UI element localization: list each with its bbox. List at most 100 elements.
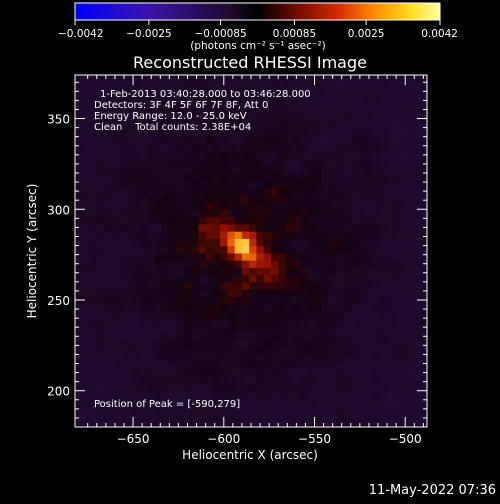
heatmap-cell: [423, 397, 427, 406]
heatmap-cell: [140, 75, 149, 80]
heatmap-cell: [183, 296, 192, 305]
heatmap-cell: [176, 383, 185, 392]
heatmap-cell: [104, 347, 112, 356]
heatmap-cell: [205, 78, 214, 87]
heatmap-cell: [372, 122, 381, 131]
heatmap-cell: [372, 93, 381, 102]
heatmap-cell: [154, 405, 163, 414]
heatmap-cell: [82, 223, 91, 232]
heatmap-cell: [75, 136, 83, 145]
heatmap-cell: [423, 158, 427, 167]
heatmap-cell: [365, 114, 374, 123]
heatmap-cell: [234, 318, 243, 326]
heatmap-cell: [198, 361, 207, 370]
heatmap-cell: [104, 354, 112, 363]
heatmap-cell: [285, 390, 294, 399]
heatmap-cell: [96, 289, 105, 297]
heatmap-cell: [220, 347, 229, 356]
heatmap-cell: [191, 172, 199, 181]
heatmap-cell: [263, 129, 272, 138]
heatmap-cell: [118, 383, 127, 392]
heatmap-cell: [162, 289, 170, 297]
heatmap-cell: [387, 419, 395, 427]
heatmap-cell: [321, 158, 330, 167]
heatmap-cell: [256, 361, 265, 370]
heatmap-cell: [256, 143, 265, 152]
heatmap-cell: [198, 187, 207, 196]
heatmap-cell: [365, 361, 374, 370]
heatmap-cell: [285, 347, 294, 356]
heatmap-cell: [278, 361, 287, 370]
heatmap-cell: [111, 310, 120, 319]
heatmap-cell: [118, 158, 127, 167]
heatmap-cell: [307, 75, 316, 80]
heatmap-cell: [307, 122, 316, 131]
heatmap-cell: [212, 136, 221, 145]
heatmap-cell: [140, 129, 149, 138]
heatmap-cell: [336, 267, 345, 276]
heatmap-cell: [154, 231, 163, 239]
heatmap-cell: [292, 209, 301, 218]
heatmap-cell: [321, 122, 330, 131]
heatmap-cell: [372, 390, 381, 399]
heatmap-cell: [82, 245, 91, 254]
heatmap-cell: [387, 405, 395, 414]
heatmap-cell: [176, 310, 185, 319]
heatmap-cell: [241, 223, 250, 232]
heatmap-cell: [241, 281, 250, 290]
heatmap-cell: [183, 347, 192, 356]
heatmap-cell: [278, 354, 287, 363]
heatmap-cell: [401, 136, 410, 145]
annotation-block: 1-Feb-2013 03:40:28.000 to 03:46:28.000 …: [94, 89, 311, 410]
heatmap-cell: [358, 310, 366, 319]
heatmap-cell: [191, 318, 199, 326]
heatmap-cell: [162, 216, 170, 225]
heatmap-cell: [285, 151, 294, 160]
heatmap-cell: [183, 231, 192, 239]
heatmap-cell: [183, 354, 192, 363]
heatmap-cell: [423, 194, 427, 203]
heatmap-cell: [329, 310, 337, 319]
heatmap-cell: [278, 281, 287, 290]
heatmap-cell: [292, 107, 301, 116]
heatmap-cell: [249, 332, 258, 341]
heatmap-cell: [96, 180, 105, 189]
heatmap-cell: [198, 376, 207, 385]
heatmap-cell: [321, 419, 330, 427]
heatmap-cell: [154, 223, 163, 232]
heatmap-cell: [198, 223, 207, 232]
heatmap-cell: [162, 267, 170, 276]
heatmap-cell: [205, 260, 214, 268]
heatmap-cell: [292, 303, 301, 312]
heatmap-cell: [169, 274, 178, 283]
heatmap-cell: [140, 368, 149, 377]
heatmap-cell: [234, 376, 243, 385]
heatmap-cell: [162, 143, 170, 152]
heatmap-cell: [423, 136, 427, 145]
heatmap-cell: [227, 274, 236, 283]
annotation-time-range: 1-Feb-2013 03:40:28.000 to 03:46:28.000: [100, 89, 311, 100]
heatmap-cell: [416, 419, 424, 427]
heatmap-cell: [140, 122, 149, 131]
heatmap-cell: [387, 368, 395, 377]
heatmap-cell: [191, 194, 199, 203]
heatmap-cell: [205, 296, 214, 305]
heatmap-cell: [118, 245, 127, 254]
heatmap-cell: [387, 347, 395, 356]
heatmap-cell: [147, 187, 156, 196]
heatmap-cell: [118, 172, 127, 181]
heatmap-cell: [147, 376, 156, 385]
heatmap-cell: [314, 274, 323, 283]
heatmap-cell: [162, 412, 170, 421]
heatmap-cell: [416, 78, 424, 87]
heatmap-cell: [147, 85, 156, 94]
heatmap-cell: [140, 202, 149, 210]
heatmap-cell: [343, 289, 352, 297]
heatmap-cell: [416, 216, 424, 225]
heatmap-cell: [104, 274, 112, 283]
heatmap-cell: [329, 93, 337, 102]
heatmap-cell: [176, 390, 185, 399]
heatmap-cell: [75, 354, 83, 363]
heatmap-cell: [285, 231, 294, 239]
heatmap-cell: [270, 347, 279, 356]
